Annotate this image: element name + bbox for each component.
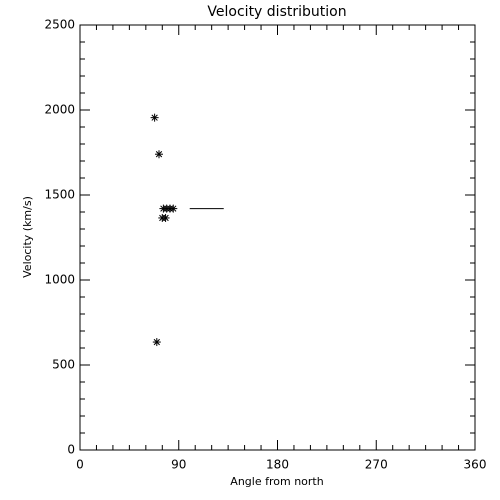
asterisk-stroke	[155, 151, 163, 158]
asterisk-point	[161, 213, 170, 222]
x-tick-label: 0	[76, 458, 84, 472]
x-tick-label: 270	[365, 458, 388, 472]
y-tick-label: 500	[52, 358, 75, 372]
asterisk-point	[169, 204, 178, 213]
asterisk-point	[155, 150, 163, 159]
asterisk-point	[152, 338, 161, 347]
asterisk-point	[150, 113, 159, 122]
y-tick-label: 1500	[44, 188, 75, 202]
y-tick-label: 2500	[44, 18, 75, 32]
y-tick-label: 2000	[44, 103, 75, 117]
plot-frame	[79, 24, 476, 451]
x-tick-label: 360	[464, 458, 487, 472]
asterisk-stroke	[162, 214, 169, 222]
y-axis-label: Velocity (km/s)	[21, 196, 34, 278]
x-tick-label: 90	[171, 458, 186, 472]
y-tick-label: 1000	[44, 273, 75, 287]
asterisk-stroke	[151, 114, 158, 121]
asterisk-stroke	[170, 205, 177, 212]
x-axis-label: Angle from north	[230, 475, 323, 488]
asterisk-stroke	[153, 338, 160, 346]
y-tick-label: 0	[67, 443, 75, 457]
x-tick-label: 180	[266, 458, 289, 472]
chart-title: Velocity distribution	[207, 4, 346, 20]
